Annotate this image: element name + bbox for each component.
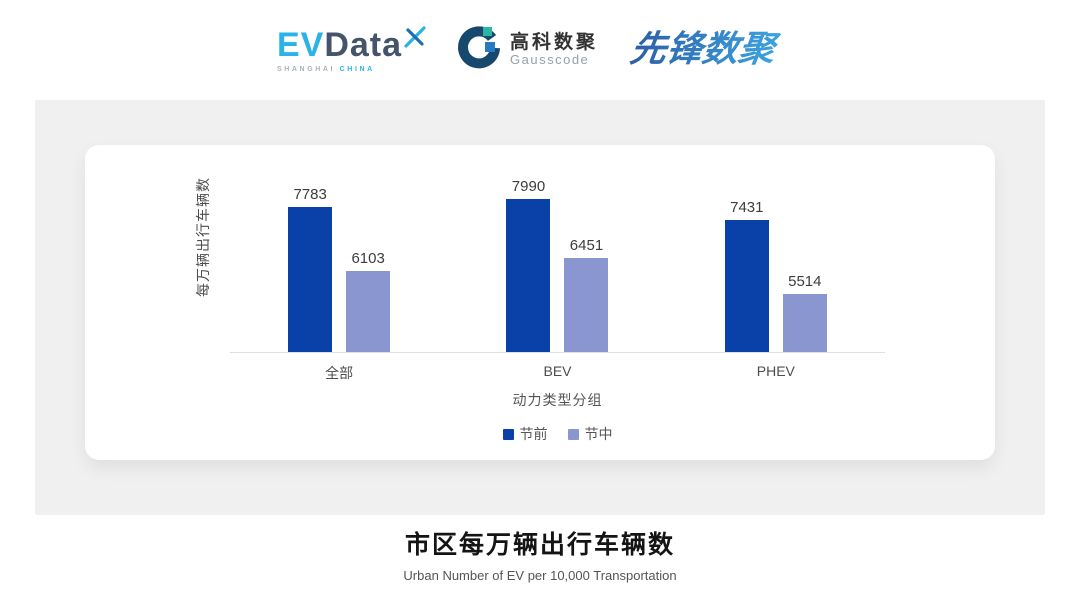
legend-swatch-icon — [502, 428, 514, 440]
chart-subtitle: Urban Number of EV per 10,000 Transporta… — [403, 568, 677, 583]
evdata-ev-text: EV — [276, 25, 325, 64]
gausscode-logo: 高科数聚 Gausscode — [456, 25, 598, 76]
bar-节中-BEV[interactable] — [564, 258, 609, 352]
gausscode-cn-name: 高科数聚 — [510, 31, 599, 53]
legend: 节前 节中 — [230, 424, 885, 444]
chart-card: 每万辆出行车辆数 7783 6103 全部 7990 6451 BEV 7431 5514 PH… — [85, 145, 995, 460]
evdata-subtext-shanghai: SHANGHAI — [276, 65, 336, 73]
plot-area: 7783 6103 全部 7990 6451 BEV 7431 5514 PHEV 动力类型分组… — [230, 145, 885, 444]
gausscode-en-name: Gausscode — [510, 52, 590, 68]
evdata-data-text: Data — [324, 25, 403, 64]
chart-panel: 每万辆出行车辆数 7783 6103 全部 7990 6451 BEV 7431 5514 PH… — [35, 100, 1045, 515]
bar-节前-PHEV[interactable] — [724, 220, 769, 352]
chart-title: 市区每万辆出行车辆数 — [404, 531, 675, 559]
x-tick-label: 全部 — [325, 365, 354, 381]
bar-节中-PHEV[interactable] — [782, 294, 827, 352]
bar-with-label: 6103 — [346, 250, 391, 352]
gausscode-mark-icon — [456, 25, 502, 76]
bar-节中-全部[interactable] — [346, 271, 391, 352]
bar-value-label: 7783 — [293, 186, 327, 203]
title-block: 市区每万辆出行车辆数 Urban Number of EV per 10,000… — [0, 525, 1080, 583]
legend-swatch-icon — [567, 428, 579, 440]
bars-row: 7431 5514 — [724, 145, 827, 352]
x-tick-label: PHEV — [756, 363, 795, 379]
bar-节前-BEV[interactable] — [506, 199, 551, 352]
bar-with-label: 6451 — [564, 237, 609, 352]
legend-item-节前[interactable]: 节前 — [502, 424, 548, 444]
bar-value-label: 7431 — [730, 199, 764, 216]
pioneer-cn-name: 先锋数聚 — [628, 28, 782, 69]
category-group: 7783 6103 全部 — [230, 145, 448, 383]
evdata-spark-icon — [404, 20, 426, 54]
bar-with-label: 7431 — [724, 199, 769, 352]
pioneer-logo: 先锋数聚 — [628, 25, 803, 76]
evdata-wordmark: EV Data — [276, 25, 426, 64]
x-axis-title: 动力类型分组 — [512, 392, 603, 408]
x-tick-label: BEV — [543, 363, 572, 379]
legend-item-节中[interactable]: 节中 — [567, 424, 613, 444]
bar-节前-全部[interactable] — [288, 207, 333, 352]
legend-label: 节中 — [584, 426, 613, 442]
bar-value-label: 6103 — [351, 250, 385, 267]
evdata-subtext: SHANGHAI CHINA — [277, 66, 375, 73]
gausscode-text: 高科数聚 Gausscode — [510, 32, 598, 69]
bar-with-label: 7783 — [288, 186, 333, 352]
category-group: 7431 5514 PHEV — [667, 145, 885, 383]
bar-with-label: 5514 — [782, 273, 827, 352]
evdata-subtext-china: CHINA — [339, 65, 375, 73]
bars-row: 7990 6451 — [506, 145, 609, 352]
legend-label: 节前 — [519, 426, 548, 442]
category-group: 7990 6451 BEV — [448, 145, 666, 383]
x-axis-line — [230, 352, 885, 353]
bar-with-label: 7990 — [506, 178, 551, 352]
bar-value-label: 7990 — [511, 178, 546, 195]
bar-groups: 7783 6103 全部 7990 6451 BEV 7431 5514 PHEV — [230, 145, 885, 383]
bar-value-label: 6451 — [569, 237, 604, 254]
y-axis-label: 每万辆出行车辆数 — [195, 177, 211, 297]
evdata-logo: EV Data SHANGHAI CHINA — [276, 25, 426, 73]
header-logos: EV Data SHANGHAI CHINA — [0, 0, 1080, 100]
bar-value-label: 5514 — [788, 273, 822, 290]
bars-row: 7783 6103 — [288, 145, 391, 352]
